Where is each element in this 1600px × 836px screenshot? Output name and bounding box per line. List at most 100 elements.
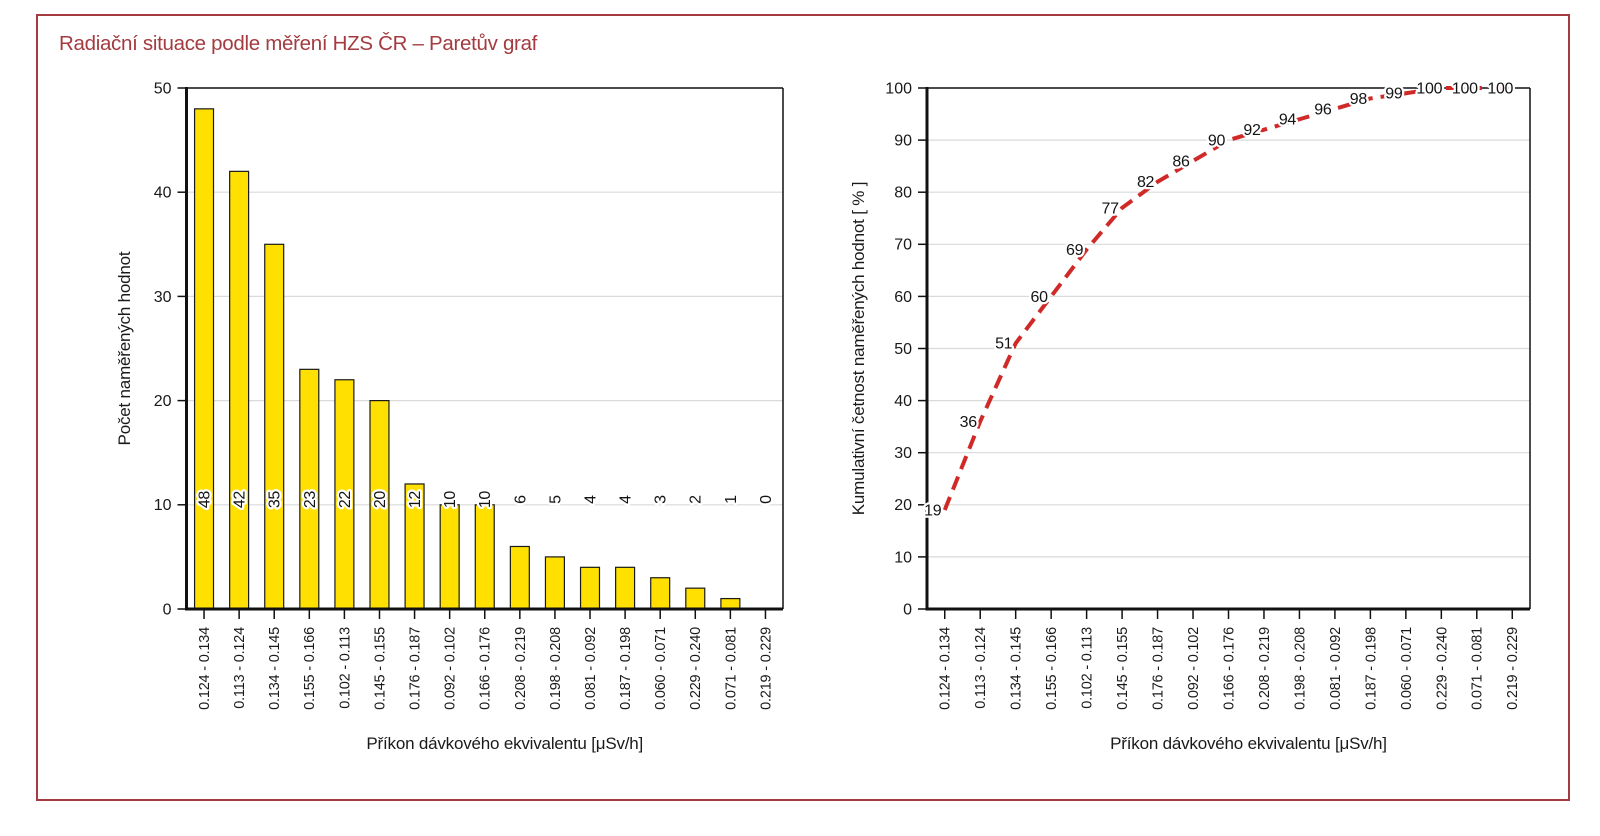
bar-value-label: 48	[196, 491, 213, 509]
x-tick-label: 0.060 - 0.071	[653, 627, 669, 710]
x-tick-label: 0.134 - 0.145	[267, 627, 283, 710]
x-tick-label: 0.081 - 0.092	[1328, 627, 1344, 710]
x-tick-label: 0.071 - 0.081	[723, 627, 739, 710]
y-tick-label: 70	[894, 237, 912, 254]
bar	[299, 368, 320, 610]
x-tick-label: 0.229 - 0.240	[1434, 627, 1450, 710]
point-value-label: 60	[1031, 289, 1049, 306]
bar	[720, 597, 741, 610]
point-value-label: 100	[1487, 80, 1513, 97]
point-value-label: 69	[1066, 242, 1084, 259]
x-tick-label: 0.145 - 0.155	[1115, 627, 1131, 710]
y-tick-label: 30	[154, 289, 172, 306]
point-value-label: 100	[1452, 80, 1478, 97]
x-tick-label: 0.219 - 0.229	[758, 627, 774, 710]
bar-value-label: 4	[582, 495, 599, 504]
y-tick-label: 30	[894, 445, 912, 462]
point-value-label: 94	[1279, 112, 1297, 129]
point-value-label: 98	[1350, 91, 1368, 108]
y-tick-label: 10	[894, 549, 912, 566]
point-value-label: 99	[1385, 86, 1403, 103]
x-tick-label: 0.060 - 0.071	[1399, 627, 1415, 710]
bar-value-label: 5	[547, 495, 564, 504]
bar	[193, 108, 215, 610]
bar-value-label: 2	[688, 495, 705, 504]
bar	[615, 566, 636, 610]
x-tick-label: 0.219 - 0.229	[1505, 627, 1521, 710]
x-tick-label: 0.208 - 0.219	[1257, 627, 1273, 710]
y-tick-label: 0	[163, 601, 172, 618]
bar-value-label: 12	[407, 491, 424, 509]
y-tick-label: 40	[154, 185, 172, 202]
x-tick-label: 0.092 - 0.102	[1186, 627, 1202, 710]
bar	[509, 545, 530, 610]
bar-value-label: 10	[442, 491, 459, 509]
bar	[439, 504, 460, 610]
point-value-label: 82	[1137, 174, 1155, 191]
y-tick-label: 10	[154, 497, 172, 514]
y-tick-label: 60	[894, 289, 912, 306]
x-axis-title: Příkon dávkového ekvivalentu [μSv/h]	[1110, 734, 1387, 753]
x-tick-label: 0.092 - 0.102	[443, 627, 459, 710]
x-tick-label: 0.155 - 0.166	[302, 627, 318, 710]
bar	[685, 587, 706, 610]
bar	[264, 243, 285, 610]
bar	[579, 566, 601, 610]
x-tick-label: 0.176 - 0.187	[408, 627, 424, 710]
bar-value-label: 0	[758, 495, 775, 504]
y-tick-label: 20	[894, 497, 912, 514]
bar	[474, 504, 495, 610]
y-tick-label: 90	[894, 133, 912, 150]
x-tick-label: 0.198 - 0.208	[1292, 627, 1308, 710]
x-tick-label: 0.102 - 0.113	[1080, 627, 1096, 709]
x-axis-title: Příkon dávkového ekvivalentu [μSv/h]	[366, 734, 643, 753]
bar-value-label: 3	[653, 495, 670, 504]
x-tick-label: 0.187 - 0.198	[618, 627, 634, 710]
x-tick-label: 0.166 - 0.176	[478, 627, 494, 710]
x-tick-label: 0.166 - 0.176	[1221, 627, 1237, 710]
bar-value-label: 6	[512, 495, 529, 504]
x-tick-label: 0.081 - 0.092	[583, 627, 599, 710]
bar-value-label: 22	[337, 491, 354, 509]
x-tick-label: 0.134 - 0.145	[1009, 627, 1025, 710]
y-tick-label: 50	[894, 341, 912, 358]
x-tick-label: 0.176 - 0.187	[1150, 627, 1166, 710]
x-tick-label: 0.124 - 0.134	[938, 627, 954, 710]
bar	[544, 556, 566, 610]
chart-panel	[36, 14, 1570, 801]
y-axis-title: Kumulativní četnost naměřených hodnot [ …	[849, 182, 868, 515]
cumulative-line-chart: 0 10 20 30 40 50 60 70 80 90 100 0.124 - 0.134 0.113…	[849, 78, 1531, 753]
point-value-label: 19	[924, 502, 942, 519]
point-value-label: 36	[960, 414, 978, 431]
x-tick-label: 0.113 - 0.124	[232, 627, 248, 709]
y-axis-title: Počet naměřených hodnot	[115, 251, 134, 445]
point-value-label: 51	[995, 336, 1013, 353]
y-tick-label: 20	[154, 393, 172, 410]
y-tick-label: 0	[903, 601, 912, 618]
y-tick-label: 100	[885, 80, 912, 97]
x-tick-label: 0.198 - 0.208	[548, 627, 564, 710]
bar-value-label: 4	[618, 495, 635, 504]
y-tick-label: 80	[894, 185, 912, 202]
point-value-label: 96	[1314, 101, 1332, 118]
bar	[229, 170, 250, 610]
bar-value-label: 1	[723, 495, 740, 504]
point-value-label: 86	[1172, 153, 1190, 170]
x-tick-label: 0.113 - 0.124	[973, 627, 989, 709]
x-tick-label: 0.071 - 0.081	[1470, 627, 1486, 710]
x-tick-label: 0.187 - 0.198	[1363, 627, 1379, 710]
bar-value-label: 20	[372, 491, 389, 509]
x-tick-label: 0.145 - 0.155	[372, 627, 388, 710]
bar-value-label: 23	[302, 491, 319, 509]
x-tick-label: 0.102 - 0.113	[337, 627, 353, 709]
point-value-label: 100	[1416, 80, 1442, 97]
x-tick-label: 0.124 - 0.134	[197, 627, 213, 710]
y-tick-label: 50	[154, 80, 172, 97]
bar-value-label: 10	[477, 491, 494, 509]
point-value-label: 92	[1243, 122, 1261, 139]
x-tick-label: 0.155 - 0.166	[1044, 627, 1060, 710]
y-tick-label: 40	[894, 393, 912, 410]
panel-title: Radiační situace podle měření HZS ČR – P…	[59, 32, 538, 55]
